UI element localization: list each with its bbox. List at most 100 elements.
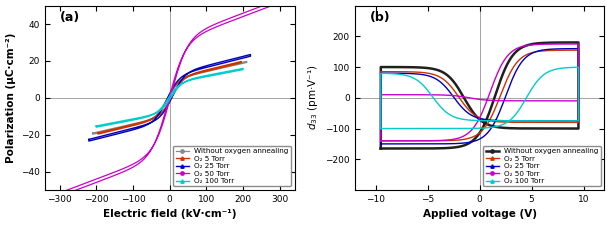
O₂ 5 Torr: [196, 72, 203, 74]
O₂ 100 Torr: [377, 127, 384, 130]
Without oxygen annealing: [89, 133, 96, 136]
O₂ 50 Torr: [377, 140, 384, 142]
Without oxygen annealing: [575, 41, 582, 44]
O₂ 100 Torr: [200, 75, 207, 77]
X-axis label: Electric field (kV·cm⁻¹): Electric field (kV·cm⁻¹): [103, 209, 237, 219]
O₂ 50 Torr: [56, 192, 63, 194]
Line: Without oxygen annealing: Without oxygen annealing: [381, 43, 578, 148]
O₂ 5 Torr: [178, 80, 185, 83]
O₂ 50 Torr: [575, 43, 582, 45]
O₂ 25 Torr: [140, 125, 147, 128]
Legend: Without oxygen annealing, O₂ 5 Torr, O₂ 25 Torr, O₂ 50 Torr, O₂ 100 Torr: Without oxygen annealing, O₂ 5 Torr, O₂ …: [483, 146, 601, 187]
O₂ 5 Torr: [377, 140, 384, 142]
Without oxygen annealing: [166, 100, 173, 103]
O₂ 100 Torr: [166, 99, 173, 101]
Without oxygen annealing: [179, 80, 186, 82]
O₂ 25 Torr: [85, 138, 93, 141]
O₂ 100 Torr: [196, 76, 204, 79]
O₂ 25 Torr: [456, 104, 464, 107]
Line: O₂ 50 Torr: O₂ 50 Torr: [381, 44, 578, 141]
O₂ 25 Torr: [402, 72, 409, 75]
O₂ 50 Torr: [165, 100, 173, 103]
O₂ 100 Torr: [193, 77, 200, 80]
X-axis label: Applied voltage (V): Applied voltage (V): [423, 209, 537, 219]
O₂ 50 Torr: [456, 95, 464, 98]
O₂ 5 Torr: [402, 140, 409, 142]
O₂ 25 Torr: [389, 72, 396, 75]
O₂ 25 Torr: [196, 68, 203, 71]
O₂ 25 Torr: [451, 142, 459, 145]
Line: O₂ 25 Torr: O₂ 25 Torr: [89, 54, 251, 141]
O₂ 5 Torr: [389, 70, 396, 73]
O₂ 5 Torr: [456, 97, 464, 100]
Legend: Without oxygen annealing, O₂ 5 Torr, O₂ 25 Torr, O₂ 50 Torr, O₂ 100 Torr: Without oxygen annealing, O₂ 5 Torr, O₂ …: [173, 146, 291, 187]
O₂ 5 Torr: [402, 70, 409, 73]
O₂ 25 Torr: [377, 143, 384, 145]
O₂ 25 Torr: [85, 140, 93, 142]
Without oxygen annealing: [389, 66, 396, 68]
Without oxygen annealing: [89, 132, 96, 135]
Y-axis label: Polarization (μC·cm⁻²): Polarization (μC·cm⁻²): [5, 33, 16, 163]
O₂ 5 Torr: [199, 70, 206, 72]
Line: O₂ 100 Torr: O₂ 100 Torr: [96, 68, 243, 127]
O₂ 100 Torr: [377, 127, 384, 130]
O₂ 5 Torr: [451, 139, 459, 142]
Line: O₂ 5 Torr: O₂ 5 Torr: [381, 50, 578, 141]
O₂ 100 Torr: [93, 125, 100, 127]
O₂ 5 Torr: [95, 133, 102, 135]
O₂ 100 Torr: [240, 67, 247, 70]
O₂ 100 Torr: [402, 74, 409, 77]
O₂ 25 Torr: [203, 64, 210, 67]
Without oxygen annealing: [202, 70, 209, 72]
Without oxygen annealing: [402, 147, 409, 150]
Without oxygen annealing: [377, 147, 384, 150]
O₂ 50 Torr: [508, 50, 515, 53]
O₂ 25 Torr: [377, 143, 384, 145]
O₂ 25 Torr: [166, 101, 173, 104]
O₂ 50 Torr: [276, 0, 284, 1]
O₂ 100 Torr: [93, 125, 100, 127]
O₂ 100 Torr: [402, 127, 409, 130]
O₂ 100 Torr: [93, 126, 100, 128]
O₂ 100 Torr: [575, 66, 582, 69]
Without oxygen annealing: [377, 147, 384, 150]
O₂ 25 Torr: [402, 143, 409, 145]
O₂ 50 Torr: [402, 93, 409, 96]
O₂ 5 Torr: [377, 140, 384, 142]
O₂ 100 Torr: [508, 117, 515, 120]
Line: O₂ 25 Torr: O₂ 25 Torr: [381, 49, 578, 144]
O₂ 50 Torr: [389, 93, 396, 96]
O₂ 25 Torr: [199, 67, 207, 70]
O₂ 5 Torr: [192, 72, 199, 75]
O₂ 100 Torr: [456, 117, 464, 120]
O₂ 25 Torr: [575, 47, 582, 50]
O₂ 5 Torr: [166, 100, 173, 103]
O₂ 5 Torr: [143, 120, 150, 123]
Without oxygen annealing: [243, 60, 251, 63]
O₂ 50 Torr: [217, 20, 224, 23]
O₂ 5 Torr: [508, 69, 515, 72]
Without oxygen annealing: [451, 146, 459, 149]
Text: (a): (a): [60, 11, 80, 24]
O₂ 50 Torr: [130, 165, 137, 168]
Line: O₂ 5 Torr: O₂ 5 Torr: [98, 61, 242, 134]
O₂ 100 Torr: [389, 72, 396, 75]
Text: (b): (b): [370, 11, 390, 24]
Line: O₂ 100 Torr: O₂ 100 Torr: [381, 67, 578, 128]
O₂ 50 Torr: [56, 195, 63, 198]
O₂ 25 Torr: [508, 79, 515, 82]
O₂ 50 Torr: [377, 140, 384, 142]
O₂ 100 Torr: [451, 127, 459, 130]
O₂ 50 Torr: [451, 138, 459, 140]
Without oxygen annealing: [141, 120, 148, 123]
O₂ 25 Torr: [85, 138, 93, 141]
Line: O₂ 50 Torr: O₂ 50 Torr: [60, 0, 280, 196]
O₂ 50 Torr: [56, 192, 63, 194]
O₂ 5 Torr: [575, 49, 582, 52]
O₂ 50 Torr: [184, 45, 192, 48]
Without oxygen annealing: [194, 72, 201, 75]
Without oxygen annealing: [456, 90, 464, 92]
Without oxygen annealing: [402, 66, 409, 68]
O₂ 5 Torr: [95, 132, 102, 134]
O₂ 25 Torr: [247, 53, 254, 56]
